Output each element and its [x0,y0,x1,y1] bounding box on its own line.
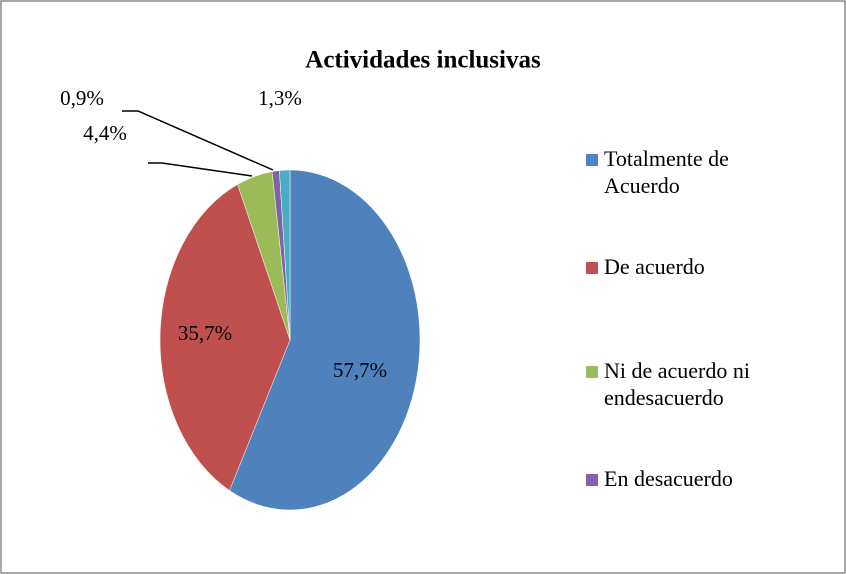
leader-line [122,110,274,171]
pie-slice [279,169,291,341]
legend-item: Ni de acuerdo ni endesacuerdo [586,357,796,411]
data-label: 4,4% [83,121,127,145]
chart-title: Actividades inclusivas [305,47,541,74]
legend-label: Totalmente de Acuerdo [604,146,729,198]
data-label: 0,9% [60,86,104,110]
legend-swatch [586,474,598,486]
legend-swatch [586,154,598,166]
pie-slice [159,184,291,491]
data-label: 57,7% [333,358,387,382]
legend-item: En desacuerdo [586,465,796,492]
data-label: 35,7% [178,321,232,345]
legend-label: En desacuerdo [604,466,733,491]
pie-slice [229,169,421,511]
legend-label: De acuerdo [604,254,705,279]
leader-line [148,162,253,177]
legend-label: Ni de acuerdo ni endesacuerdo [604,358,750,410]
legend-swatch [586,366,598,378]
legend-item: De acuerdo [586,253,796,280]
legend-swatch [586,262,598,274]
data-label: 1,3% [258,86,302,110]
legend-item: Totalmente de Acuerdo [586,145,796,199]
